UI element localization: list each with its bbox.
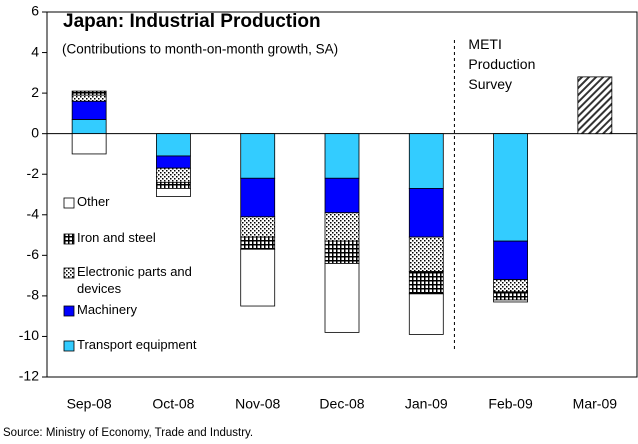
bar-segment <box>156 155 191 169</box>
y-tick-label: -2 <box>27 165 40 181</box>
y-tick-label: -10 <box>19 327 39 343</box>
bar-segment <box>324 263 360 333</box>
bar-segment <box>71 133 107 155</box>
x-tick-label: Dec-08 <box>319 396 364 412</box>
bar-segment <box>240 216 276 238</box>
bar-segment <box>156 181 191 189</box>
bar-segment <box>493 279 528 293</box>
legend-swatch <box>63 267 75 279</box>
bar-segment <box>156 133 191 157</box>
bar-segment <box>324 212 360 242</box>
legend-swatch <box>63 340 75 352</box>
chart-title: Japan: Industrial Production <box>63 11 321 32</box>
x-tick-label: Jan-09 <box>405 396 448 412</box>
legend-label: Machinery <box>77 302 137 317</box>
legend-label: Iron and steel <box>77 230 156 245</box>
bar-segment <box>71 119 107 135</box>
legend-swatch <box>63 233 75 245</box>
bar-segment <box>408 293 444 335</box>
bar-segment <box>324 133 360 179</box>
x-tick-label: Nov-08 <box>235 396 280 412</box>
bar-segment <box>71 94 107 102</box>
bar-segment <box>240 133 276 179</box>
bar-segment <box>71 100 107 120</box>
bar-segment <box>408 271 444 295</box>
bar-segment <box>493 299 528 303</box>
y-tick-label: -8 <box>27 287 40 303</box>
y-tick-label: 6 <box>31 3 39 19</box>
bar-segment <box>408 236 444 272</box>
bar-segment <box>493 133 528 242</box>
bar-segment <box>324 240 360 264</box>
y-tick-label: 2 <box>31 84 39 100</box>
chart-subtitle: (Contributions to month-on-month growth,… <box>62 42 338 57</box>
bar-segment <box>493 291 528 301</box>
x-tick-label: Feb-09 <box>488 396 533 412</box>
x-tick-label: Sep-08 <box>67 396 112 412</box>
legend-label: Other <box>77 194 110 209</box>
bar-segment <box>156 167 191 183</box>
bar-segment <box>71 90 107 96</box>
bar-segment <box>240 248 276 307</box>
bar-segment <box>324 177 360 214</box>
x-tick-label: Oct-08 <box>152 396 194 412</box>
y-tick-label: -6 <box>27 246 40 262</box>
bar-segment <box>408 188 444 238</box>
legend-swatch <box>63 197 75 209</box>
bar-segment <box>493 240 528 281</box>
bar-segment <box>577 76 613 135</box>
legend-label: Transport equipment <box>77 337 197 352</box>
plot-frame <box>46 11 638 378</box>
y-tick-label: 4 <box>31 43 39 59</box>
bar-segment <box>156 188 191 197</box>
legend-swatch <box>63 305 75 317</box>
annotation: METI Production Survey <box>468 36 535 92</box>
bar-segment <box>408 133 444 189</box>
x-tick-label: Mar-09 <box>573 396 618 412</box>
y-tick-label: 0 <box>31 124 39 140</box>
bar-segment <box>240 177 276 218</box>
y-tick-label: -12 <box>19 368 39 384</box>
source: Source: Ministry of Economy, Trade and I… <box>3 427 253 439</box>
bar-segment <box>240 236 276 250</box>
legend-label: Electronic parts and devices <box>77 264 192 296</box>
y-tick-label: -4 <box>27 205 40 221</box>
